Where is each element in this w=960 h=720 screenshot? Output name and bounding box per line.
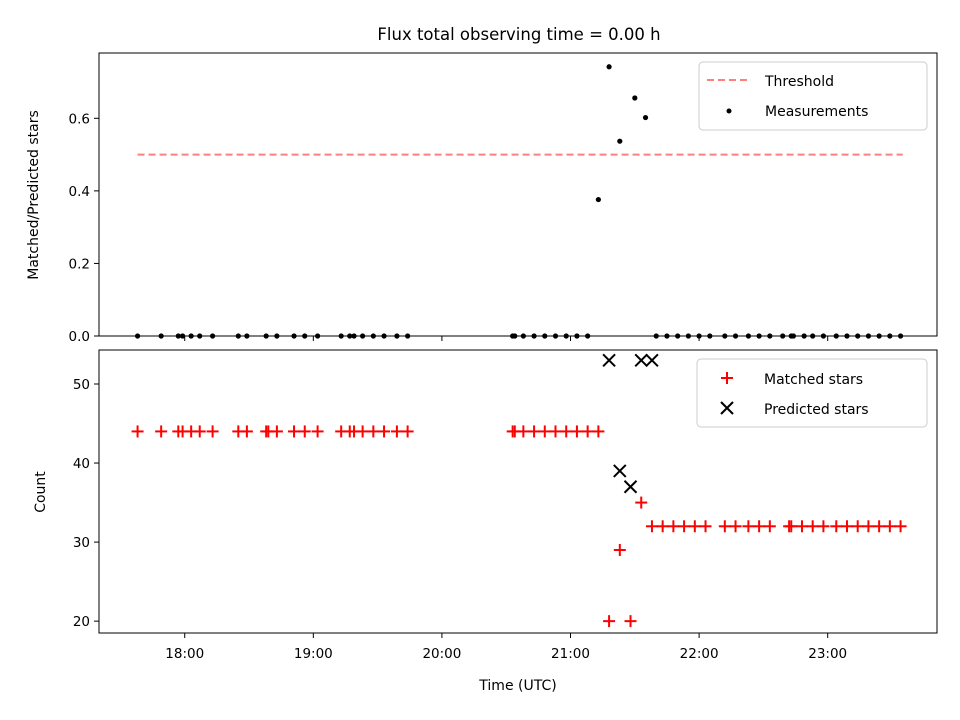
top-legend: Threshold Measurements (698, 61, 928, 131)
bottom-y-axis: 20 30 40 50 (73, 377, 99, 630)
matched-star-point (883, 520, 896, 533)
matched-star-point (390, 425, 403, 438)
bottom-y-tick-label: 40 (73, 456, 90, 472)
matched-star-point (206, 425, 219, 438)
measurement-point (606, 64, 612, 70)
matched-star-point (356, 425, 369, 438)
bottom-y-axis-label: Count (33, 471, 49, 513)
bottom-x-axis: 18:00 19:00 20:00 21:00 22:00 23:00 (165, 633, 847, 662)
matched-star-point (131, 425, 144, 438)
matched-star-point (193, 425, 206, 438)
top-y-tick-label: 0.6 (69, 111, 90, 127)
matched-star-point (155, 425, 168, 438)
measurement-point (642, 114, 649, 121)
measurement-point (617, 138, 623, 144)
predicted-star-point (602, 353, 616, 367)
bottom-y-tick-label: 50 (73, 377, 90, 393)
matched-star-point (298, 425, 311, 438)
matched-star-point (729, 520, 742, 533)
matched-star-point (894, 520, 907, 533)
matched-star-point (549, 425, 562, 438)
matched-star-points (131, 425, 907, 628)
measurement-point (595, 196, 601, 203)
matched-star-point (288, 425, 301, 438)
matched-star-point (613, 543, 626, 556)
predicted-star-point (613, 464, 627, 478)
top-legend-box (698, 61, 928, 131)
matched-star-point (311, 425, 324, 438)
bottom-legend: Matched stars Predicted stars (696, 358, 928, 428)
predicted-star-point (634, 353, 648, 367)
measurement-point (632, 95, 638, 101)
predicted-star-point (645, 353, 659, 367)
matched-star-point (401, 425, 414, 438)
legend-predicted-swatch (720, 401, 734, 415)
matched-star-point (592, 425, 605, 438)
predicted-star-point (623, 480, 638, 494)
legend-measurements-label: Measurements (765, 104, 868, 120)
matched-star-point (851, 520, 864, 533)
matched-star-point (806, 520, 819, 533)
top-y-tick-label: 0.4 (69, 184, 90, 200)
matched-star-point (378, 425, 391, 438)
matched-star-point (873, 520, 886, 533)
legend-matched-label: Matched stars (764, 372, 863, 388)
bottom-y-tick-label: 30 (73, 535, 90, 551)
matched-star-point (742, 520, 755, 533)
matched-star-point (688, 520, 701, 533)
matched-star-point (795, 520, 808, 533)
x-tick-label: 21:00 (551, 646, 590, 662)
top-y-tick-label: 0.2 (69, 256, 90, 272)
x-tick-label: 19:00 (294, 646, 333, 662)
x-tick-label: 18:00 (165, 646, 204, 662)
matched-star-point (560, 425, 573, 438)
matched-star-point (656, 520, 669, 533)
matched-star-point (581, 425, 594, 438)
matched-star-point (840, 520, 853, 533)
top-y-tick-label: 0.0 (69, 329, 90, 345)
top-plot-frame (98, 52, 938, 337)
matched-star-point (667, 520, 680, 533)
matched-star-point (678, 520, 691, 533)
x-axis-label: Time (UTC) (478, 678, 556, 694)
x-tick-label: 23:00 (808, 646, 847, 662)
top-panel-title: Flux total observing time = 0.00 h (377, 25, 660, 44)
matched-star-point (763, 520, 776, 533)
matched-star-point (624, 615, 637, 628)
bottom-legend-box (696, 358, 928, 428)
matched-star-point (270, 425, 283, 438)
matched-star-point (517, 425, 530, 438)
matched-star-point (570, 425, 583, 438)
matched-star-point (699, 520, 712, 533)
matched-star-point (538, 425, 551, 438)
legend-predicted-label: Predicted stars (764, 402, 869, 418)
matched-star-point (817, 520, 830, 533)
matched-star-point (645, 520, 658, 533)
matched-star-point (830, 520, 843, 533)
matched-star-point (785, 520, 798, 533)
matched-star-point (862, 520, 875, 533)
matched-star-point (240, 425, 253, 438)
matched-star-point (718, 520, 731, 533)
legend-matched-swatch (721, 372, 733, 384)
top-panel: Flux total observing time = 0.00 h 0.00.… (26, 25, 938, 345)
bottom-y-tick-label: 20 (73, 614, 90, 630)
matched-star-point (367, 425, 380, 438)
legend-measurements-swatch (726, 108, 732, 114)
predicted-star-points (602, 353, 659, 494)
matched-star-point (603, 615, 616, 628)
matched-star-point (753, 520, 766, 533)
bottom-plot-frame (98, 349, 938, 634)
x-tick-label: 20:00 (422, 646, 461, 662)
top-y-axis-label: Matched/Predicted stars (26, 110, 42, 280)
matched-star-point (528, 425, 541, 438)
top-y-axis: 0.0 0.2 0.4 0.6 (69, 111, 99, 345)
x-tick-label: 22:00 (680, 646, 719, 662)
matched-star-point (635, 496, 648, 509)
legend-threshold-label: Threshold (764, 74, 834, 90)
